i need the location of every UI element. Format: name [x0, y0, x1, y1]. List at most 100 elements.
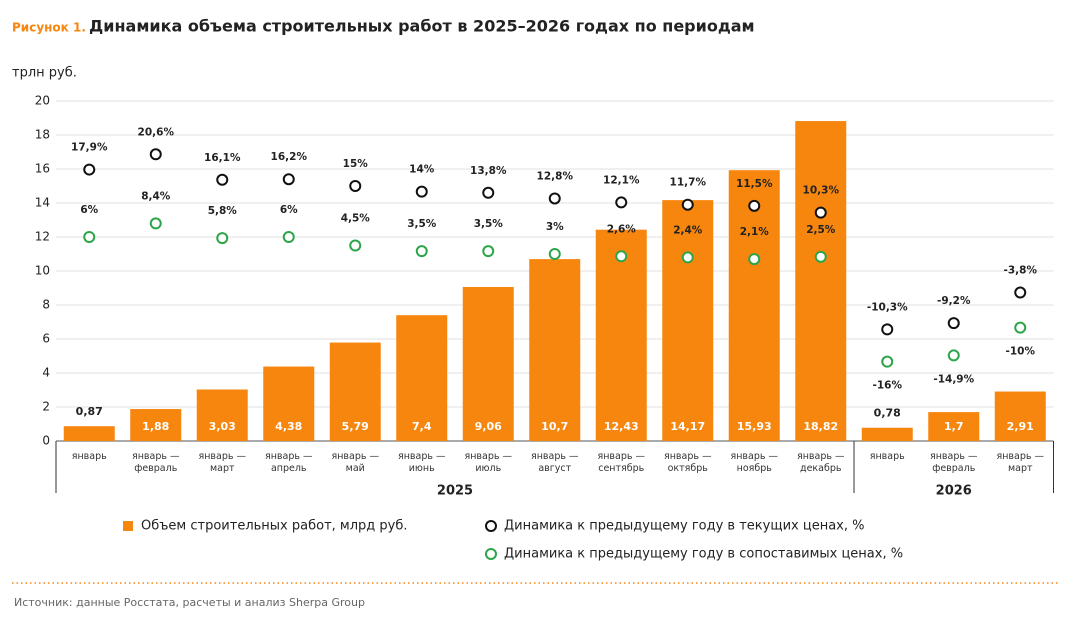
point-value-label: 3% [546, 221, 564, 233]
point-value-label: 2,1% [740, 226, 770, 238]
x-tick-label: январь — февраль [930, 451, 978, 474]
y-tick-label: 16 [35, 162, 50, 176]
x-tick-label: январь — апрель [265, 451, 313, 474]
bar [994, 391, 1046, 441]
point-value-label: 11,7% [670, 177, 707, 189]
point-value-label: 2,6% [607, 223, 637, 235]
x-tick-label: январь — март [996, 451, 1045, 474]
bar [329, 342, 381, 441]
point-value-label: 2,5% [806, 224, 836, 236]
x-tick-label: январь — август [531, 451, 579, 474]
group-label: 2026 [936, 484, 972, 499]
marker [814, 250, 827, 263]
point-value-label: 11,5% [736, 178, 773, 190]
y-tick-label: 10 [35, 264, 50, 278]
bar-value-label: 2,91 [1007, 420, 1034, 433]
point-value-label: 4,5% [341, 213, 371, 225]
marker [748, 199, 761, 212]
point-value-label: 6% [80, 204, 98, 216]
x-tick-label: январь — май [331, 451, 380, 474]
marker [282, 173, 295, 186]
x-tick-label: январь — октябрь [664, 451, 712, 474]
marker [881, 355, 894, 368]
bar-value-label: 12,43 [604, 420, 639, 433]
bar-value-label: 4,38 [275, 420, 302, 433]
y-tick-label: 12 [35, 230, 50, 244]
x-tick-label: январь — февраль [132, 451, 180, 474]
bar [662, 200, 714, 441]
marker [748, 253, 761, 266]
marker [548, 248, 561, 260]
figure-label: Рисунок 1. [12, 21, 86, 35]
marker [548, 192, 561, 205]
legend-label: Динамика к предыдущему году в текущих це… [504, 519, 864, 534]
legend-swatch [485, 548, 497, 560]
y-tick-label: 0 [42, 434, 50, 448]
bar-value-label: 1,7 [944, 420, 964, 433]
marker [482, 186, 495, 199]
bar [529, 259, 581, 441]
x-tick-label: январь [71, 451, 107, 462]
bar-value-label: 10,7 [541, 420, 568, 433]
bar [263, 366, 315, 441]
marker [482, 245, 495, 258]
marker [83, 231, 96, 243]
chart-title: Динамика объема строительных работ в 202… [89, 17, 755, 36]
bar-value-label: 14,17 [670, 420, 705, 433]
point-value-label: 6% [280, 204, 298, 216]
marker [349, 180, 362, 192]
bar [861, 427, 913, 441]
point-value-label: -10,3% [867, 301, 908, 313]
bar-value-label: 0,78 [874, 407, 901, 420]
x-tick-label: январь — июль [464, 451, 513, 474]
bar-value-label: 1,88 [142, 420, 169, 433]
bar-value-label: 5,79 [342, 420, 369, 433]
marker [947, 317, 960, 330]
point-value-label: -16% [873, 380, 903, 392]
x-tick-label: январь [869, 451, 905, 462]
x-tick-label: январь — июнь [398, 451, 446, 474]
bar-value-label: 7,4 [412, 420, 432, 433]
marker [415, 245, 428, 258]
point-value-label: 8,4% [141, 190, 171, 202]
marker [415, 185, 428, 198]
marker [814, 206, 827, 219]
point-value-label: 15% [343, 158, 369, 170]
x-tick-label: январь — ноябрь [730, 451, 779, 474]
bar [462, 286, 514, 441]
marker [681, 251, 694, 264]
bar [63, 426, 115, 441]
y-tick-label: 6 [42, 332, 50, 346]
marker [615, 250, 628, 263]
bar [396, 315, 448, 441]
bar [928, 412, 980, 441]
bar-value-label: 15,93 [737, 420, 772, 433]
y-tick-label: 20 [35, 94, 50, 108]
point-value-label: 5,8% [208, 205, 238, 217]
point-value-label: -10% [1006, 346, 1036, 358]
bar [595, 229, 647, 441]
point-value-label: -3,8% [1004, 265, 1038, 277]
marker [615, 196, 628, 209]
x-tick-label: январь — декабрь [797, 451, 845, 474]
bar-value-label: 3,03 [209, 420, 236, 433]
marker [349, 239, 362, 252]
point-value-label: -14,9% [933, 373, 974, 385]
marker [216, 173, 229, 186]
point-value-label: 12,8% [537, 170, 574, 182]
point-value-label: 20,6% [138, 126, 175, 138]
point-value-label: 17,9% [71, 142, 108, 154]
y-tick-label: 18 [35, 128, 50, 142]
marker [149, 148, 162, 161]
group-label: 2025 [437, 484, 473, 499]
bar-value-label: 9,06 [475, 420, 502, 433]
y-tick-label: 4 [42, 366, 50, 380]
point-value-label: 13,8% [470, 165, 507, 177]
point-value-label: 10,3% [803, 185, 840, 197]
x-tick-label: январь — сентябрь [597, 451, 646, 474]
bar-value-label: 18,82 [803, 420, 838, 433]
legend-label: Объем строительных работ, млрд руб. [141, 519, 408, 534]
marker [1014, 321, 1027, 334]
point-value-label: 3,5% [474, 218, 504, 230]
